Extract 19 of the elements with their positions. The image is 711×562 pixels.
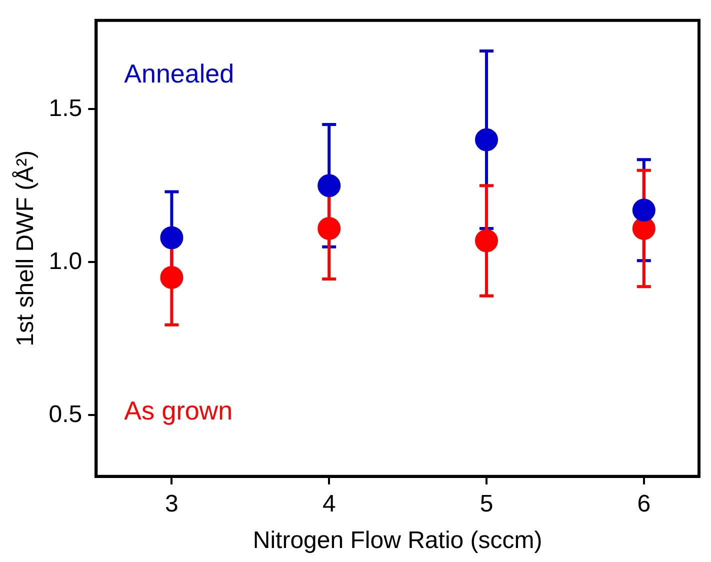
y-tick-label: 0.5: [48, 400, 82, 428]
x-axis-title: Nitrogen Flow Ratio (sccm): [252, 527, 542, 554]
y-tick-label: 1.5: [48, 94, 82, 122]
x-tick-label: 3: [165, 490, 178, 518]
y-tick-label: 1.0: [48, 248, 82, 275]
point: [475, 229, 498, 252]
text: Annealed: [124, 58, 234, 89]
text: As grown: [124, 396, 233, 426]
y-axis-title: 1st shell DWF (Å²): [12, 150, 40, 346]
point: [160, 226, 184, 250]
point: [632, 217, 656, 240]
x-tick-label: 5: [480, 490, 494, 518]
point: [160, 266, 184, 289]
x-tick-label: 6: [637, 490, 651, 518]
point: [475, 128, 498, 152]
point: [318, 174, 341, 198]
point: [318, 217, 341, 240]
point: [632, 198, 656, 222]
x-tick-label: 4: [322, 490, 336, 518]
